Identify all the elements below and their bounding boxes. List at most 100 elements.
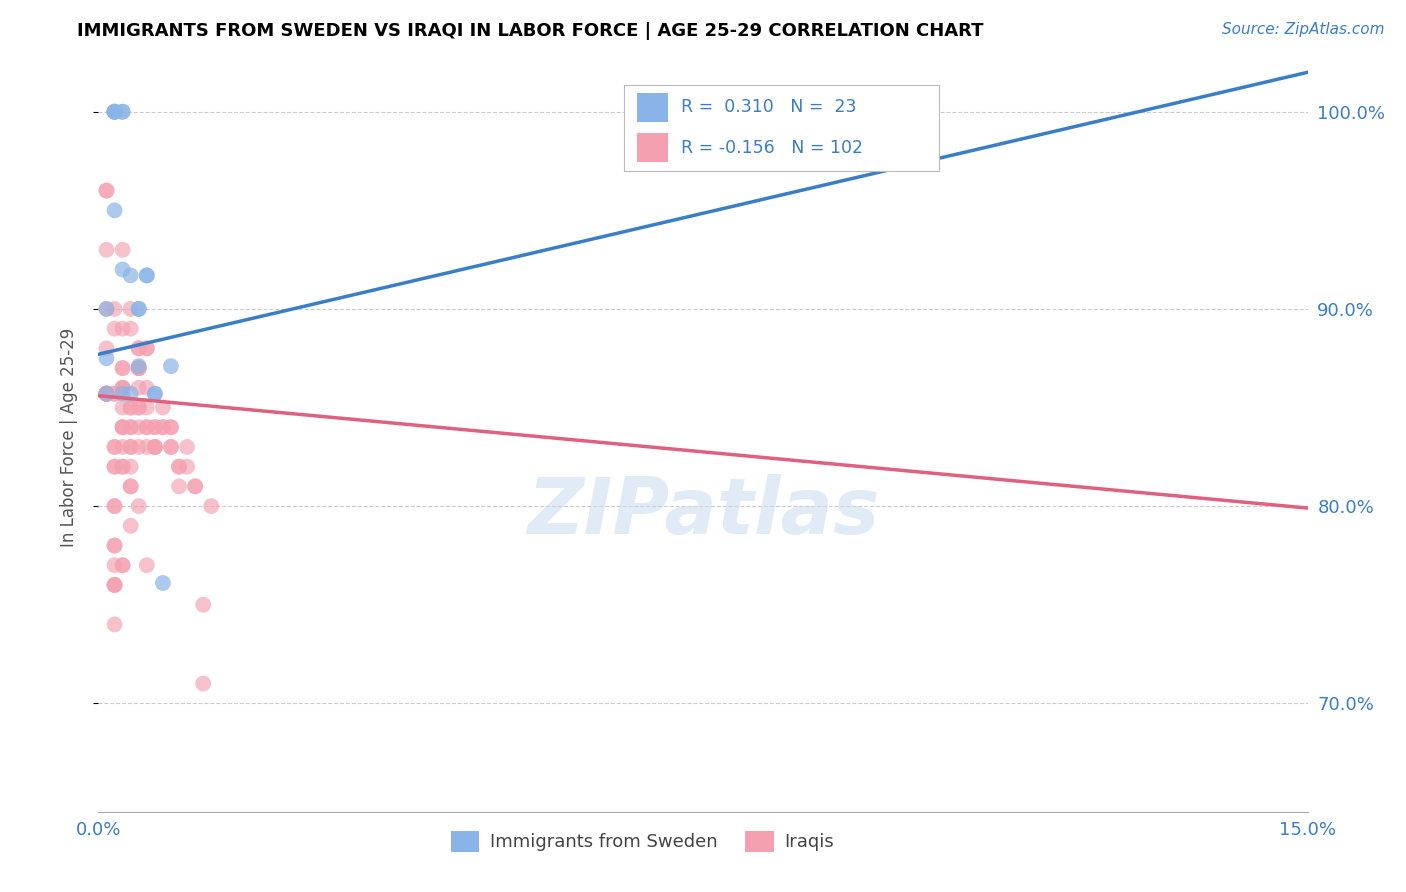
- Point: [135, 401, 157, 415]
- Point: [120, 420, 142, 434]
- Point: [103, 203, 125, 218]
- Point: [111, 401, 134, 415]
- Point: [143, 440, 166, 454]
- Point: [120, 268, 142, 283]
- Point: [176, 440, 198, 454]
- Point: [160, 359, 183, 373]
- Point: [111, 440, 134, 454]
- Point: [184, 479, 207, 493]
- Point: [120, 401, 142, 415]
- Point: [103, 539, 125, 553]
- Point: [96, 386, 118, 401]
- Point: [96, 243, 118, 257]
- Point: [96, 342, 118, 356]
- Point: [135, 268, 157, 283]
- Point: [160, 440, 183, 454]
- Point: [111, 381, 134, 395]
- Point: [143, 420, 166, 434]
- Point: [128, 342, 150, 356]
- Point: [111, 243, 134, 257]
- Text: IMMIGRANTS FROM SWEDEN VS IRAQI IN LABOR FORCE | AGE 25-29 CORRELATION CHART: IMMIGRANTS FROM SWEDEN VS IRAQI IN LABOR…: [77, 22, 984, 40]
- Point: [193, 676, 215, 690]
- Point: [128, 401, 150, 415]
- Point: [111, 420, 134, 434]
- Point: [167, 479, 190, 493]
- Point: [103, 104, 125, 119]
- Point: [128, 381, 150, 395]
- Point: [96, 184, 118, 198]
- Point: [103, 459, 125, 474]
- Point: [128, 499, 150, 513]
- Point: [128, 401, 150, 415]
- Point: [111, 381, 134, 395]
- Point: [111, 558, 134, 573]
- Point: [135, 342, 157, 356]
- Point: [103, 321, 125, 335]
- Point: [111, 420, 134, 434]
- Point: [128, 420, 150, 434]
- Point: [135, 558, 157, 573]
- Point: [128, 440, 150, 454]
- Point: [103, 499, 125, 513]
- Point: [111, 420, 134, 434]
- Point: [103, 386, 125, 401]
- Point: [111, 459, 134, 474]
- Point: [120, 479, 142, 493]
- Point: [96, 301, 118, 316]
- Point: [143, 386, 166, 401]
- Point: [103, 104, 125, 119]
- Point: [111, 361, 134, 376]
- Point: [128, 361, 150, 376]
- Point: [120, 440, 142, 454]
- Legend: Immigrants from Sweden, Iraqis: Immigrants from Sweden, Iraqis: [443, 823, 842, 859]
- Point: [200, 499, 222, 513]
- Point: [103, 539, 125, 553]
- Point: [111, 104, 134, 119]
- Point: [103, 386, 125, 401]
- Point: [184, 479, 207, 493]
- Point: [111, 361, 134, 376]
- Point: [143, 420, 166, 434]
- Point: [135, 342, 157, 356]
- Point: [103, 578, 125, 592]
- Point: [120, 518, 142, 533]
- Point: [152, 420, 174, 434]
- Point: [143, 440, 166, 454]
- Point: [103, 558, 125, 573]
- Point: [120, 420, 142, 434]
- Point: [96, 184, 118, 198]
- Point: [96, 301, 118, 316]
- Point: [176, 459, 198, 474]
- Point: [103, 617, 125, 632]
- Point: [111, 262, 134, 277]
- Point: [96, 386, 118, 401]
- Point: [143, 440, 166, 454]
- Point: [111, 558, 134, 573]
- Y-axis label: In Labor Force | Age 25-29: In Labor Force | Age 25-29: [59, 327, 77, 547]
- Point: [111, 104, 134, 119]
- Point: [103, 440, 125, 454]
- Point: [152, 401, 174, 415]
- Point: [135, 420, 157, 434]
- Text: Source: ZipAtlas.com: Source: ZipAtlas.com: [1222, 22, 1385, 37]
- Point: [103, 578, 125, 592]
- Point: [103, 578, 125, 592]
- Point: [96, 386, 118, 401]
- Point: [135, 268, 157, 283]
- Point: [96, 386, 118, 401]
- Point: [111, 381, 134, 395]
- Point: [152, 420, 174, 434]
- Point: [135, 440, 157, 454]
- Point: [128, 361, 150, 376]
- Point: [120, 301, 142, 316]
- Point: [111, 321, 134, 335]
- Point: [96, 386, 118, 401]
- Point: [160, 420, 183, 434]
- Point: [103, 459, 125, 474]
- Point: [128, 359, 150, 373]
- Point: [111, 386, 134, 401]
- Point: [120, 459, 142, 474]
- Point: [96, 386, 118, 401]
- Point: [103, 104, 125, 119]
- Point: [143, 386, 166, 401]
